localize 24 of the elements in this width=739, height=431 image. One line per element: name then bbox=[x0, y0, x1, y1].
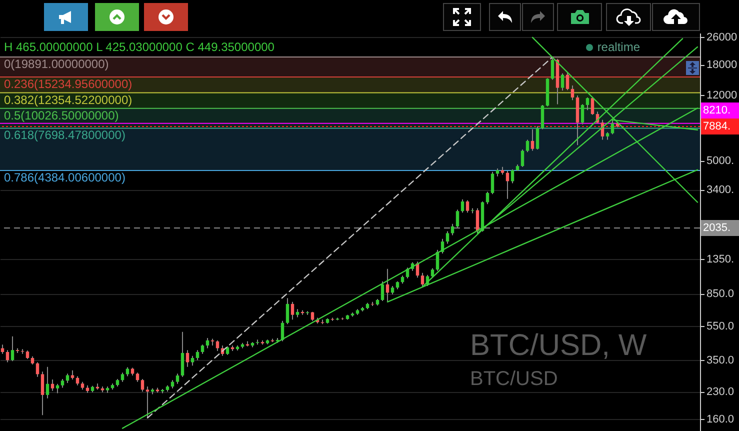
ref-line-label: 0(19891.00000000) bbox=[4, 57, 109, 72]
y-tick-label: 850.0 bbox=[706, 288, 734, 300]
ref-line-label: 0.236(15234.95600000) bbox=[4, 77, 132, 92]
ref-line-label: 2035. bbox=[703, 222, 731, 234]
annotation: realtime bbox=[597, 40, 640, 54]
ref-line-label: 8210. bbox=[703, 104, 731, 116]
ref-line-label: 7884. bbox=[703, 120, 731, 132]
y-tick-label: 230.0 bbox=[706, 386, 734, 398]
ref-line-label: 0.382(12354.52200000) bbox=[4, 92, 132, 107]
y-tick-label: 550.0 bbox=[706, 320, 734, 333]
ref-line-label: 0.786(4384.00600000) bbox=[4, 170, 126, 184]
text: BTC/USD, W bbox=[470, 329, 648, 362]
y-tick-label: 26000 bbox=[706, 31, 738, 44]
y-tick-label: 5000. bbox=[706, 155, 734, 168]
y-tick-label: 1350. bbox=[706, 253, 734, 266]
ref-line-label: 0.618(7698.47800000) bbox=[4, 128, 126, 142]
annotation: H 465.00000000 L 425.03000000 C 449.35000000 bbox=[4, 40, 275, 54]
y-tick-label: 160.0 bbox=[706, 413, 734, 426]
ref-line-label: 0.5(10026.50000000) bbox=[4, 108, 119, 122]
y-tick-label: 12000 bbox=[706, 89, 738, 102]
y-tick-label: 18000 bbox=[706, 59, 738, 72]
y-tick-label: 350.0 bbox=[706, 354, 734, 367]
y-tick-label: 3400. bbox=[706, 184, 734, 196]
text: BTC/USD bbox=[470, 368, 558, 390]
